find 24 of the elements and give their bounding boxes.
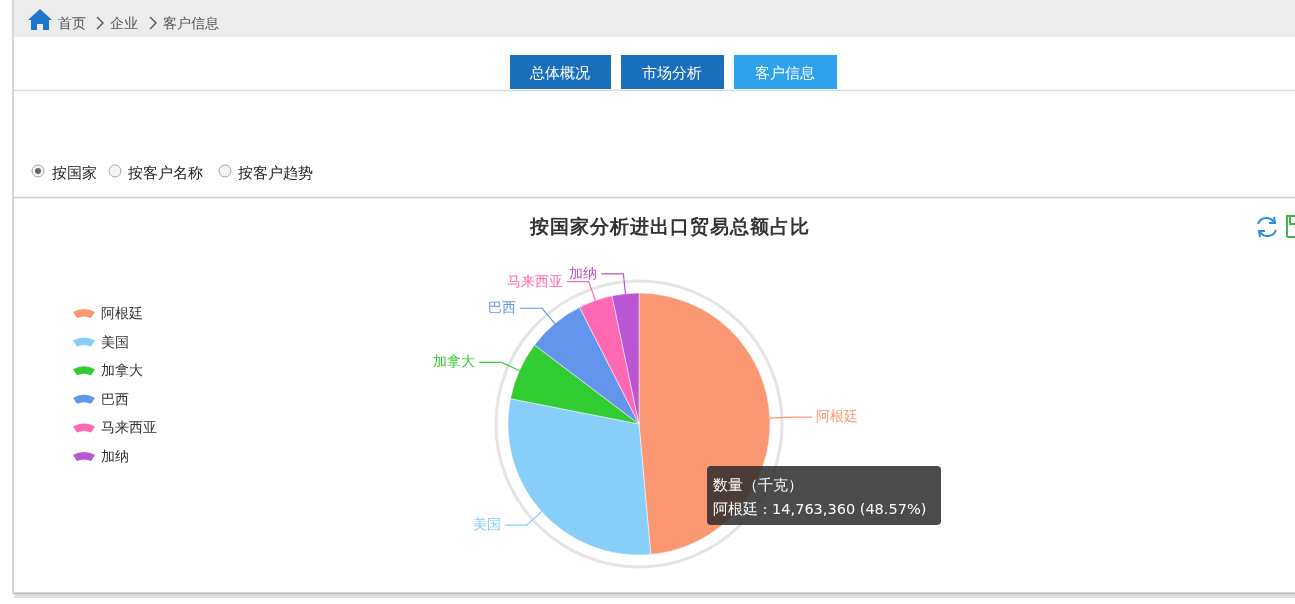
text: 数量（千克） [713, 477, 803, 493]
text: 市场分析 [642, 63, 702, 82]
text: 按客户趋势 [238, 163, 313, 182]
category-label: 加纳 [569, 264, 598, 281]
slice-label: 阿根廷 [815, 408, 858, 425]
text: 客户信息 [163, 15, 219, 31]
slice-label: 美国 [472, 516, 501, 533]
text: 按国家 [52, 163, 97, 182]
legend-label: 美国 [101, 333, 129, 350]
legend-label: 加拿大 [101, 362, 143, 379]
legend-label: 巴西 [101, 390, 129, 407]
chart-title: 按国家分析进出口贸易总额占比 [529, 216, 810, 238]
text: 客户信息 [755, 63, 815, 82]
text: 总体概况 [529, 63, 590, 82]
slice-label: 马来西亚 [506, 272, 563, 289]
legend-label: 加纳 [101, 448, 129, 464]
slice-label: 巴西 [488, 299, 517, 316]
slice-label: 加拿大 [433, 353, 476, 370]
text: 首页 [58, 15, 86, 31]
legend-label: 马来西亚 [101, 419, 157, 436]
text: 阿根廷 : 14,763,360 (48.57%) [713, 501, 927, 517]
legend-label: 阿根廷 [101, 305, 143, 321]
text: 企业 [110, 15, 138, 31]
text: 按客户名称 [128, 163, 203, 182]
